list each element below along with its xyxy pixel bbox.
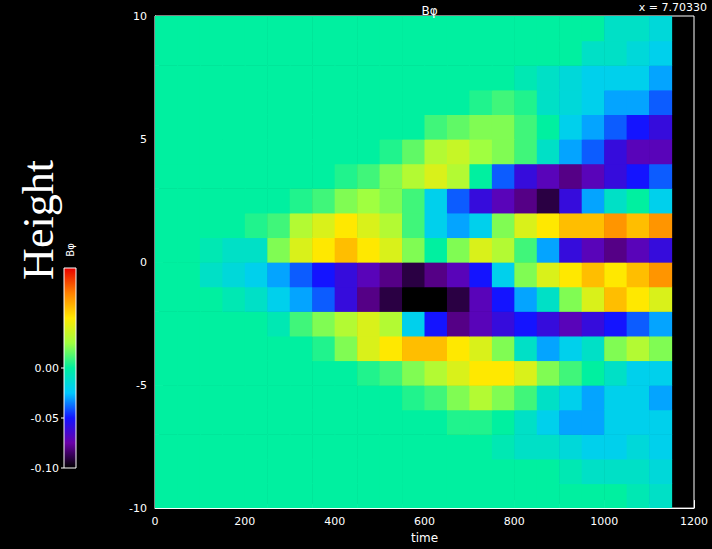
svg-text:1200: 1200 [680, 515, 708, 528]
svg-text:Bφ: Bφ [65, 243, 76, 257]
svg-text:800: 800 [504, 515, 525, 528]
svg-text:-5: -5 [136, 379, 147, 392]
svg-text:-0.05: -0.05 [31, 412, 59, 425]
svg-text:200: 200 [234, 515, 255, 528]
svg-text:Bφ: Bφ [421, 4, 437, 18]
svg-text:Height: Height [14, 160, 63, 280]
svg-text:5: 5 [140, 133, 147, 146]
svg-text:0.00: 0.00 [35, 362, 60, 375]
svg-text:600: 600 [414, 515, 435, 528]
svg-text:-0.10: -0.10 [31, 462, 59, 475]
svg-text:time: time [411, 531, 438, 545]
svg-text:1000: 1000 [590, 515, 618, 528]
svg-text:-10: -10 [129, 502, 147, 515]
svg-text:10: 10 [133, 10, 147, 23]
svg-text:0: 0 [140, 256, 147, 269]
svg-text:x = 7.70330: x = 7.70330 [639, 1, 707, 14]
svg-text:0: 0 [152, 515, 159, 528]
svg-text:400: 400 [324, 515, 345, 528]
